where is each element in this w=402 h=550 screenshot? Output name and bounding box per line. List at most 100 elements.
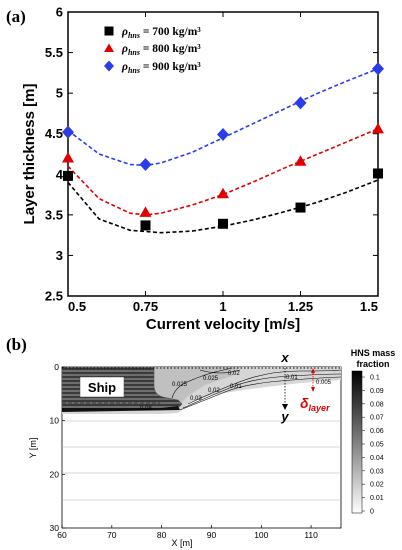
data-point-900 xyxy=(372,62,384,76)
data-point-700 xyxy=(218,218,228,229)
y-tick-label: 10 xyxy=(50,416,60,426)
y-tick-label: 4.5 xyxy=(45,126,63,141)
legend-label-700: ρhns = 700 kg/m³ xyxy=(121,26,201,40)
chart-a-fit-lines xyxy=(67,68,379,234)
y-tick-label: 20 xyxy=(50,469,60,479)
x-tick-label: 0.75 xyxy=(133,299,158,314)
fit-line-700 xyxy=(67,179,379,234)
colorbar xyxy=(351,370,363,514)
contour-label: 0.025 xyxy=(203,376,219,382)
delta-layer-arrowhead-bottom xyxy=(311,387,315,392)
colorbar-tick-label: 0.01 xyxy=(370,495,384,502)
colorbar-tick-label: 0.09 xyxy=(370,388,384,395)
legend-label-900: ρhns = 900 kg/m³ xyxy=(121,61,201,75)
contour-line xyxy=(171,367,233,399)
data-point-800 xyxy=(217,187,229,199)
y-tick-label: 30 xyxy=(50,523,60,533)
data-point-900 xyxy=(217,128,229,142)
delta-layer-arrowhead-top xyxy=(311,368,315,373)
contour-label: 0.01 xyxy=(230,384,242,390)
y-tick-label: 5 xyxy=(56,86,63,101)
x-tick-label: 100 xyxy=(254,530,268,540)
data-point-700 xyxy=(63,170,73,181)
data-point-700 xyxy=(295,202,306,213)
panel-b-label: (b) xyxy=(6,335,27,354)
x-tick-label: 70 xyxy=(107,530,117,540)
chart-b-x-axis: 60 70 80 90 100 110 xyxy=(57,525,318,540)
contour-label: 0.08 xyxy=(140,406,152,412)
x-tick-label: 1.5 xyxy=(360,299,378,314)
y-tick-label: 3 xyxy=(56,248,63,263)
data-point-900 xyxy=(62,125,74,139)
y-tick-label: 3.5 xyxy=(45,207,63,222)
legend-label-800: ρhns = 800 kg/m³ xyxy=(121,43,201,57)
x-tick-label: 90 xyxy=(207,530,217,540)
colorbar-title-line2: fraction xyxy=(356,359,389,369)
colorbar-tick-label: 0.06 xyxy=(370,428,384,435)
y-tick-label: 6 xyxy=(56,5,63,20)
data-point-700 xyxy=(140,220,151,231)
data-point-800 xyxy=(294,155,307,166)
y-tick-label: 0 xyxy=(54,362,59,372)
contour-label: 0.005 xyxy=(316,380,332,386)
ship-bottom-band xyxy=(62,406,180,412)
y-tick-label: 5.5 xyxy=(45,45,63,60)
contour-label: 0.03 xyxy=(190,396,202,402)
y-tick-label: 4 xyxy=(56,167,64,182)
colorbar-tick-label: 0.03 xyxy=(370,468,384,475)
colorbar-tick-label: 0.1 xyxy=(370,375,380,382)
chart-a-x-axis: 0.5 0.75 1 1.25 1.5 xyxy=(67,12,379,314)
chart-a: 2.5 3 3.5 4 4.5 5 5.5 6 0.5 0.75 1 1.25 1.5 Current… xyxy=(21,5,384,333)
colorbar-tick-label: 0.02 xyxy=(370,482,384,489)
legend-marker-800 xyxy=(104,43,114,52)
chart-b-y-axis-label: Y [m] xyxy=(28,438,38,459)
colorbar-ticks: 0.1 0.09 0.08 0.07 0.06 0.05 0.04 0.03 0.02 0.01 0 xyxy=(362,375,384,516)
colorbar-tick-label: 0.05 xyxy=(370,442,384,449)
chart-a-y-axis-label: Layer thickness [m] xyxy=(21,84,38,225)
x-tick-label: 110 xyxy=(304,530,318,540)
contour-label: 0.01 xyxy=(286,375,298,381)
contour-label: 0.02 xyxy=(208,388,220,394)
chart-b-y-axis: 0 10 20 30 xyxy=(50,362,65,533)
legend-marker-900 xyxy=(104,60,114,72)
colorbar-tick-label: 0.07 xyxy=(370,415,384,422)
x-tick-label: 0.5 xyxy=(68,299,86,314)
data-point-800 xyxy=(372,122,384,134)
x-tick-label: 80 xyxy=(157,530,167,540)
data-point-800 xyxy=(62,152,74,163)
annotation-x: x xyxy=(280,350,289,365)
contour-line xyxy=(187,369,342,405)
x-tick-label: 1.25 xyxy=(288,299,313,314)
contour-line xyxy=(179,376,342,411)
fit-line-900 xyxy=(67,68,379,167)
fit-line-800 xyxy=(67,128,379,216)
annotation-y-arrowhead xyxy=(282,404,288,410)
ship-label-box xyxy=(79,376,125,398)
colorbar-tick-label: 0.08 xyxy=(370,401,384,408)
colorbar-tick-label: 0 xyxy=(370,509,374,516)
data-point-900 xyxy=(294,96,307,110)
data-point-800 xyxy=(139,206,152,217)
x-tick-label: 60 xyxy=(57,530,67,540)
contour-label: 0.025 xyxy=(172,382,188,388)
chart-a-data-points xyxy=(62,62,384,231)
data-point-900 xyxy=(139,158,152,172)
x-tick-label: 1 xyxy=(219,299,226,314)
chart-a-legend: ρhns = 700 kg/m³ ρhns = 800 kg/m³ ρhns =… xyxy=(104,26,201,75)
contour-label: 0.02 xyxy=(228,371,240,377)
chart-a-plot-area xyxy=(67,11,379,297)
colorbar-tick-label: 0.04 xyxy=(370,455,384,462)
ship-label: Ship xyxy=(88,380,116,395)
chart-b: Ship 0.025 0.025 0.02 0.01 0.005 0.08 0.… xyxy=(28,348,395,548)
data-point-700 xyxy=(373,168,383,179)
colorbar-title-line1: HNS mass xyxy=(351,348,396,358)
contour-line xyxy=(199,369,241,374)
chart-a-x-axis-label: Current velocity [m/s] xyxy=(146,316,300,333)
y-tick-label: 2.5 xyxy=(45,289,63,304)
contour-line xyxy=(182,373,342,409)
annotation-y: y xyxy=(280,409,289,424)
panel-a-label: (a) xyxy=(6,7,26,26)
chart-b-x-axis-label: X [m] xyxy=(171,538,192,548)
delta-layer-label: δlayer xyxy=(300,395,330,413)
